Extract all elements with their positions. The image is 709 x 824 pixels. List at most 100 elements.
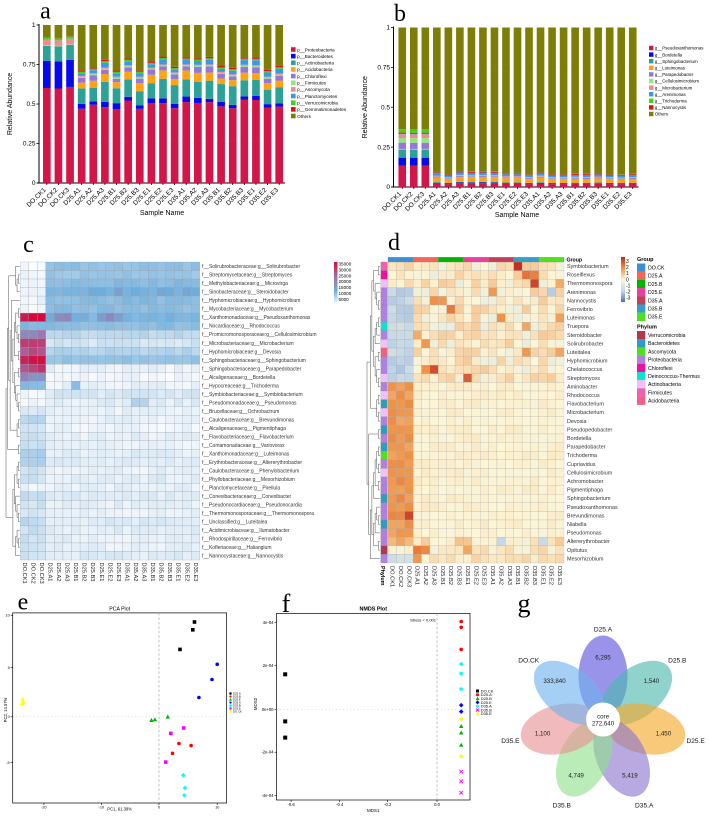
svg-text:f__Hyphomicrobiaceae:g__Devosi: f__Hyphomicrobiaceae:g__Devosia: [202, 349, 281, 355]
svg-text:Verrucomicrobia: Verrucomicrobia: [648, 333, 686, 339]
svg-text:f__Microbacteriaceae:g__Microb: f__Microbacteriaceae:g__Microbacterium: [202, 341, 294, 347]
svg-text:f__Caulobacteraceae:g__Phenylo: f__Caulobacteraceae:g__Phenylobacterium: [202, 468, 299, 474]
svg-text:Bacteroidetes: Bacteroidetes: [648, 341, 680, 347]
svg-text:e: e: [18, 590, 29, 616]
svg-text:Others: Others: [297, 114, 311, 119]
svg-text:Group: Group: [567, 257, 583, 263]
svg-text:D25.E2: D25.E2: [106, 563, 112, 582]
svg-text:NMDS Plot: NMDS Plot: [359, 607, 387, 613]
svg-text:f__Nocardiaceae:g__Rhodococcus: f__Nocardiaceae:g__Rhodococcus: [202, 324, 280, 330]
svg-text:D25.E: D25.E: [481, 700, 492, 705]
svg-text:p__Proteobacteria: p__Proteobacteria: [297, 47, 335, 52]
svg-text:0e+00: 0e+00: [262, 707, 274, 712]
svg-text:D35.E: D35.E: [501, 738, 520, 745]
svg-text:DO.CK2: DO.CK2: [397, 566, 403, 587]
svg-text:f__Erythrobacteraceae:g__Alter: f__Erythrobacteraceae:g__Altererythrobac…: [202, 460, 302, 466]
svg-text:0: 0: [8, 715, 10, 719]
svg-text:Flavobacterium: Flavobacterium: [567, 402, 604, 408]
svg-text:D35.A: D35.A: [233, 701, 241, 705]
svg-text:Devosia: Devosia: [567, 419, 586, 425]
svg-text:D35.B2: D35.B2: [158, 563, 164, 582]
svg-text:1: 1: [626, 271, 629, 277]
svg-text:D35.B: D35.B: [233, 704, 241, 708]
svg-text:-10: -10: [99, 806, 105, 810]
svg-text:Symbiobacterium: Symbiobacterium: [567, 264, 609, 270]
svg-text:f__Hypocreaceae:g__Trichoderma: f__Hypocreaceae:g__Trichoderma: [202, 383, 279, 389]
svg-text:DO.CK1: DO.CK1: [21, 563, 27, 584]
svg-text:2e-04: 2e-04: [263, 663, 274, 668]
svg-text:f__Symbiobacteriaceae:g__Symbi: f__Symbiobacteriaceae:g__Symbiobacterium: [202, 392, 303, 398]
svg-text:DO.CK3: DO.CK3: [405, 566, 411, 587]
svg-text:D25.B3: D25.B3: [456, 566, 462, 585]
svg-text:D25.B1: D25.B1: [72, 563, 78, 582]
svg-text:d: d: [388, 230, 400, 256]
svg-text:D25.E: D25.E: [648, 290, 663, 296]
svg-text:D25.E3: D25.E3: [481, 566, 487, 585]
svg-text:f__Xanthomonadaceae:g__Pseudox: f__Xanthomonadaceae:g__Pseudoxanthomonas: [202, 315, 311, 321]
svg-text:Pigmentiphaga: Pigmentiphaga: [567, 488, 603, 494]
svg-text:Pseudomonas: Pseudomonas: [567, 531, 602, 537]
svg-text:c: c: [23, 232, 34, 258]
svg-text:Hyphomicrobium: Hyphomicrobium: [567, 359, 608, 365]
svg-text:D25.A: D25.A: [594, 627, 613, 634]
svg-text:Parapedobacter: Parapedobacter: [567, 445, 606, 451]
svg-text:10: 10: [5, 614, 9, 618]
svg-text:f__Caulobacteraceae:g__Brevund: f__Caulobacteraceae:g__Brevundimonas: [202, 417, 295, 423]
svg-text:D35.A: D35.A: [635, 802, 654, 809]
svg-text:f__Methylobacteriaceae:g__Micr: f__Methylobacteriaceae:g__Microvirga: [202, 281, 288, 287]
svg-text:0.0: 0.0: [434, 802, 440, 807]
svg-text:5: 5: [8, 666, 10, 670]
svg-text:Luteimonas: Luteimonas: [567, 316, 595, 322]
svg-text:Thermomonospora: Thermomonospora: [567, 281, 613, 287]
svg-text:MDS2: MDS2: [253, 697, 258, 710]
svg-text:Sample Name: Sample Name: [495, 212, 539, 219]
svg-text:D25.B2: D25.B2: [447, 566, 453, 585]
svg-text:D25.B: D25.B: [481, 696, 492, 701]
svg-text:25000: 25000: [339, 273, 352, 278]
svg-text:D35.B1: D35.B1: [149, 563, 155, 582]
svg-text:Ferrovibrio: Ferrovibrio: [567, 307, 593, 313]
svg-text:10000: 10000: [339, 291, 352, 296]
svg-text:0.5: 0.5: [26, 101, 35, 108]
svg-text:Pseudopedobacter: Pseudopedobacter: [567, 427, 612, 433]
svg-text:p__Firmicutes: p__Firmicutes: [297, 81, 327, 86]
svg-text:D35.B: D35.B: [648, 307, 663, 313]
svg-text:0: 0: [32, 180, 36, 187]
svg-text:-3: -3: [626, 296, 631, 302]
svg-text:f__Acidimicrobiaceae:g__Ilumat: f__Acidimicrobiaceae:g__Ilumatobacter: [202, 528, 290, 534]
svg-text:Steroidobacter: Steroidobacter: [567, 333, 602, 339]
svg-text:D35.E1: D35.E1: [539, 566, 545, 585]
svg-text:-2e-04: -2e-04: [261, 750, 274, 755]
svg-text:D25.A1: D25.A1: [46, 563, 52, 582]
svg-text:D35.E1: D35.E1: [175, 563, 181, 582]
svg-text:DO.CK3: DO.CK3: [38, 563, 44, 584]
svg-text:Chelatococcus: Chelatococcus: [567, 367, 603, 373]
svg-text:f__Flavobacteriaceae:g__Flavob: f__Flavobacteriaceae:g__Flavobacterium: [202, 434, 294, 440]
svg-text:-5: -5: [6, 761, 9, 765]
svg-text:D25.B1: D25.B1: [439, 566, 445, 585]
svg-text:g__Pseudoxanthomonas: g__Pseudoxanthomonas: [655, 46, 704, 51]
svg-text:Sphingobacterium: Sphingobacterium: [567, 496, 611, 502]
svg-text:D35.E3: D35.E3: [556, 566, 562, 585]
svg-text:g__Luteimonas: g__Luteimonas: [655, 65, 686, 70]
svg-text:f__Thermomonosporaceae:g__Ther: f__Thermomonosporaceae:g__Thermomonospor…: [202, 511, 314, 517]
svg-text:p__Acidobacteria: p__Acidobacteria: [297, 67, 333, 72]
svg-text:D35.E: D35.E: [648, 315, 663, 321]
svg-text:f__Sphingobacteriaceae:g__Sphi: f__Sphingobacteriaceae:g__Sphingobacteri…: [202, 358, 306, 364]
svg-text:0.25: 0.25: [23, 141, 36, 148]
svg-text:D25.E2: D25.E2: [472, 566, 478, 585]
svg-text:D35.B2: D35.B2: [523, 566, 529, 585]
svg-text:D25.B: D25.B: [668, 657, 687, 664]
svg-text:D35.A2: D35.A2: [132, 563, 138, 582]
svg-text:D35.B3: D35.B3: [166, 563, 172, 582]
svg-text:D25.E1: D25.E1: [98, 563, 104, 582]
svg-text:5,419: 5,419: [622, 772, 638, 779]
svg-text:f__Alcaligenaceae:g__Pigmentip: f__Alcaligenaceae:g__Pigmentiphaga: [202, 426, 286, 432]
svg-text:Nannocystis: Nannocystis: [567, 298, 597, 304]
svg-text:0.75: 0.75: [377, 65, 390, 72]
svg-text:D35.B: D35.B: [553, 802, 572, 809]
svg-text:g__Cellulosimicrobium: g__Cellulosimicrobium: [655, 79, 700, 84]
svg-text:f__Nannocystaceae:g__Nannocyst: f__Nannocystaceae:g__Nannocystis: [202, 554, 284, 560]
svg-text:35000: 35000: [339, 262, 352, 267]
svg-text:f__Planctomycetaceae:g__Pirell: f__Planctomycetaceae:g__Pirellula: [202, 486, 280, 492]
